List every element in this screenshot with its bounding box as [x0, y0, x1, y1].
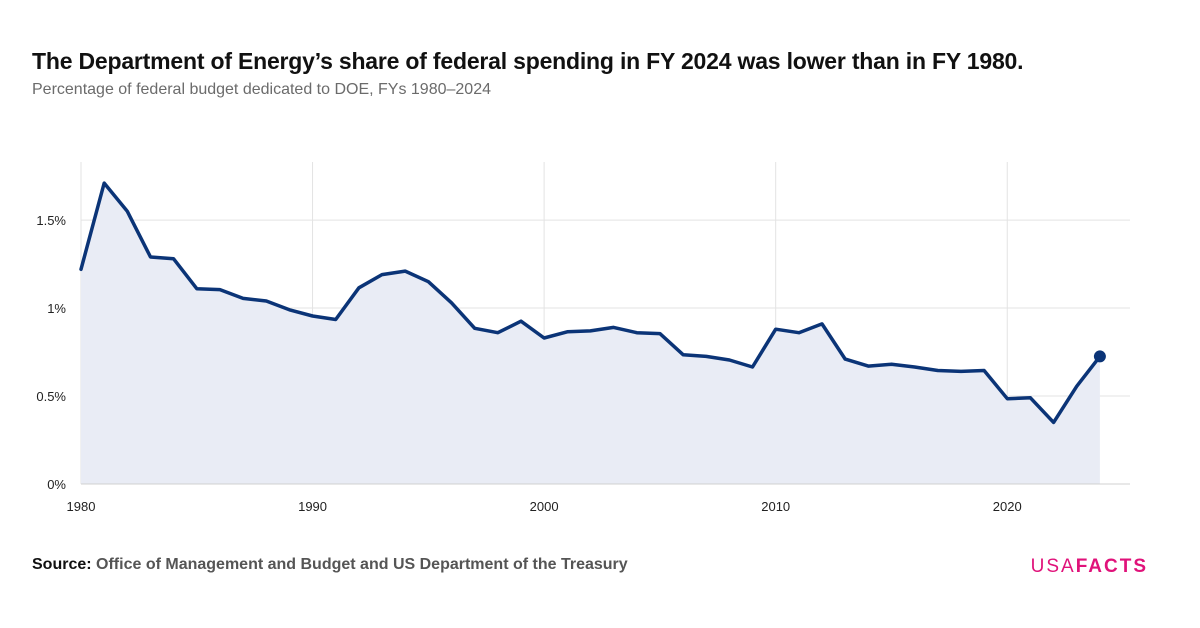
logo-facts: FACTS — [1075, 556, 1148, 577]
source-label: Source: — [32, 556, 92, 573]
y-tick-label: 1.5% — [36, 213, 66, 228]
chart-subtitle: Percentage of federal budget dedicated t… — [32, 81, 491, 98]
source-text: Office of Management and Budget and US D… — [96, 556, 628, 573]
x-tick-label: 2020 — [993, 499, 1022, 514]
y-tick-label: 1% — [47, 301, 66, 316]
y-tick-label: 0% — [47, 477, 66, 492]
series-line — [79, 181, 1102, 425]
x-tick-label: 2010 — [761, 499, 790, 514]
usafacts-logo: USAFACTS — [1031, 556, 1148, 578]
x-tick-label: 2000 — [530, 499, 559, 514]
y-tick-label: 0.5% — [36, 389, 66, 404]
source-note: Source: Office of Management and Budget … — [32, 556, 628, 574]
chart-title: The Department of Energy’s share of fede… — [32, 48, 1024, 74]
area-fill — [81, 183, 1100, 484]
tick-labels: 0% 0.5% 1% 1.5% 1980 1990 2000 2010 2020 — [36, 213, 1021, 514]
x-tick-label: 1990 — [298, 499, 327, 514]
x-tick-label: 1980 — [67, 499, 96, 514]
logo-usa: USA — [1030, 556, 1076, 577]
end-point-marker — [1093, 350, 1106, 363]
